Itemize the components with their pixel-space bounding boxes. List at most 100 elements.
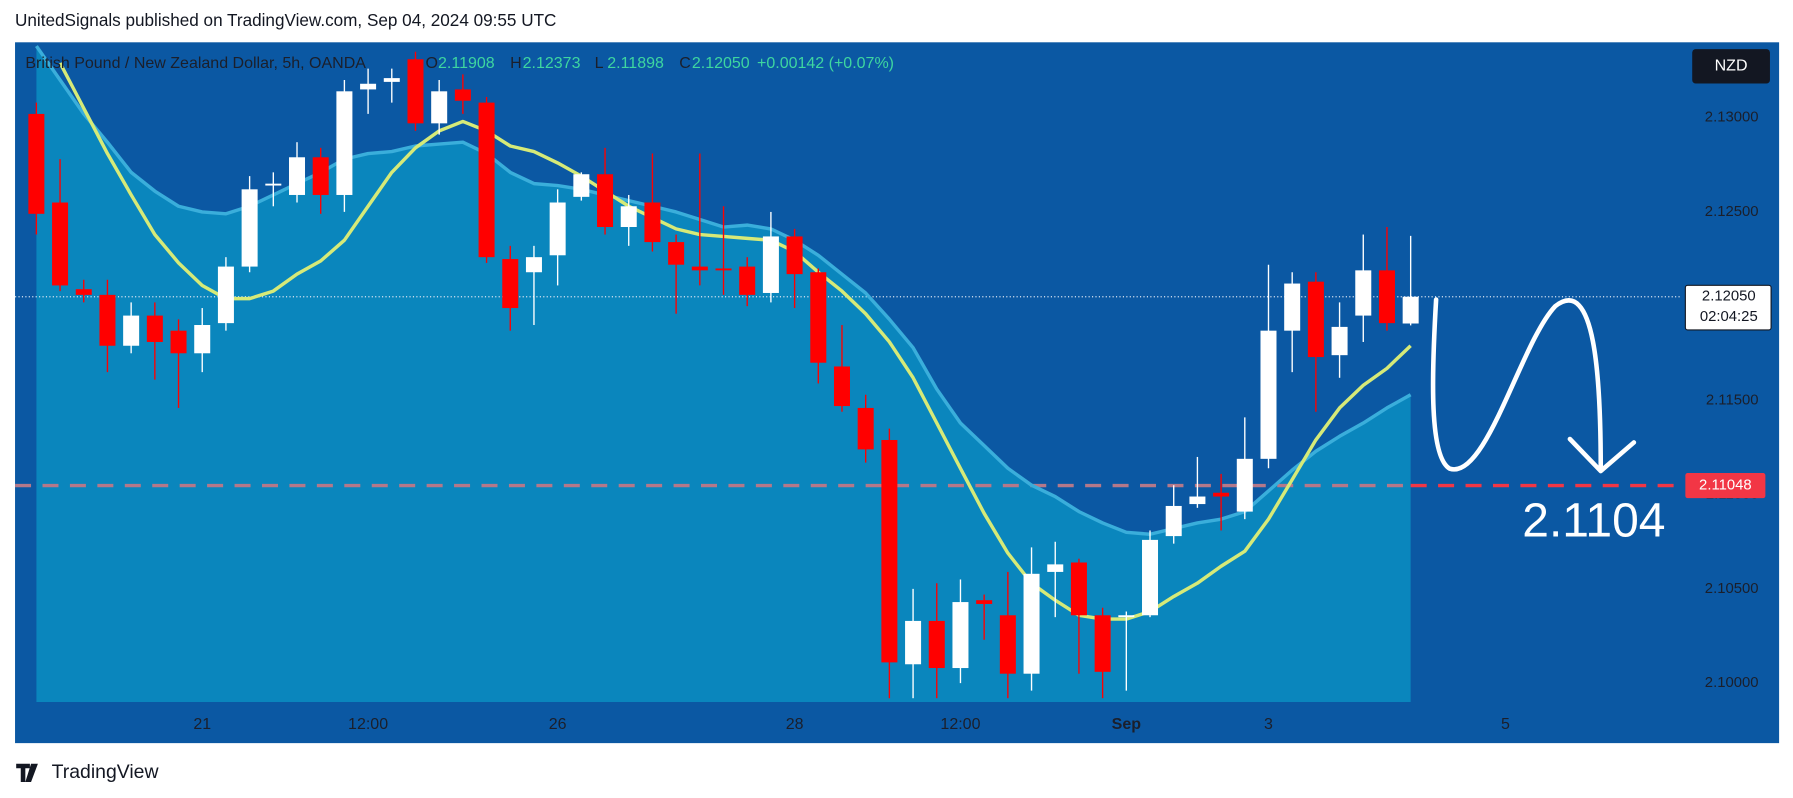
candle-body: [146, 315, 163, 342]
candle-body: [241, 189, 258, 267]
change: +0.00142 (+0.07%): [757, 55, 894, 72]
candle-body: [905, 620, 922, 665]
candle-body: [573, 174, 590, 197]
candle-body: [454, 89, 471, 101]
candle-body: [312, 157, 329, 195]
candle-body: [1260, 330, 1277, 459]
candle-body: [999, 615, 1016, 674]
candle-body: [1142, 539, 1159, 616]
candle-body: [1355, 270, 1372, 316]
candle-body: [360, 83, 377, 90]
x-tick-label: 3: [1264, 716, 1273, 733]
y-tick-label: 2.13000: [1705, 110, 1759, 126]
x-tick-label: 12:00: [348, 716, 388, 733]
candle-body: [1118, 615, 1135, 618]
ohlc-value: 2.11908: [438, 55, 495, 72]
candle-body: [1165, 505, 1182, 537]
x-tick-label: 26: [549, 716, 567, 733]
candle-body: [194, 325, 211, 354]
candle-body: [170, 330, 187, 354]
candle-body: [336, 91, 353, 195]
candle-body: [881, 439, 898, 663]
candle-body: [525, 257, 542, 273]
y-tick-label: 2.10000: [1705, 675, 1759, 691]
arrow-head: [1567, 436, 1637, 474]
candle-body: [502, 259, 519, 309]
ohlc-key: O: [425, 55, 437, 72]
candle-body: [857, 407, 874, 450]
candle-body: [668, 242, 685, 265]
candle-body: [431, 91, 448, 124]
candle-body: [1378, 270, 1395, 324]
candle-body: [739, 266, 756, 295]
x-tick-label: 12:00: [940, 716, 980, 733]
currency-box: [1692, 49, 1770, 84]
candle-body: [715, 268, 732, 271]
x-tick-label: 5: [1501, 716, 1510, 733]
level-box: [1685, 473, 1766, 499]
brand: TradingView: [52, 761, 160, 783]
candle-body: [644, 202, 661, 243]
ohlc-value: 2.12373: [523, 55, 581, 72]
currency: NZD: [1715, 58, 1748, 75]
plot-area: [15, 45, 1681, 702]
candle-body: [691, 266, 708, 271]
candle-body: [28, 113, 45, 214]
ohlc-key: L: [595, 55, 604, 72]
candle-body: [1307, 281, 1324, 358]
candle-body: [289, 157, 306, 195]
candle-body: [478, 102, 495, 258]
candle-body: [833, 366, 850, 407]
candle-body: [549, 202, 566, 256]
candle-body: [1094, 615, 1111, 672]
candle-body: [786, 236, 803, 275]
band-area: [36, 46, 1411, 702]
candle-body: [1236, 458, 1253, 512]
x-tick-label: 21: [193, 716, 211, 733]
candle-body: [217, 266, 234, 324]
publisher-line: UnitedSignals published on TradingView.c…: [15, 10, 556, 30]
ohlc-key: C: [679, 55, 691, 72]
countdown: 02:04:25: [1700, 309, 1758, 325]
last-price-label: 2.12050: [1702, 289, 1756, 305]
last-price-box: [1684, 284, 1772, 331]
ohlc-value: 2.11898: [607, 55, 664, 72]
candle-body: [1402, 296, 1419, 324]
indicator-line: [58, 62, 1412, 621]
candle-body: [75, 289, 92, 295]
candle-body: [99, 294, 116, 346]
candle-body: [620, 206, 637, 228]
candle-body: [928, 620, 945, 669]
candle-body: [976, 600, 993, 604]
symbol-title: British Pound / New Zealand Dollar, 5h, …: [25, 55, 366, 72]
level-label: 2.11048: [1699, 478, 1752, 494]
candle-body: [1070, 562, 1087, 616]
annotation: 2.1104: [1522, 494, 1665, 547]
x-tick-label: 28: [786, 716, 804, 733]
candle-body: [407, 59, 424, 124]
ohlc-key: H: [510, 55, 522, 72]
candle-body: [597, 174, 614, 228]
candle-body: [1047, 564, 1064, 572]
y-tick-label: 2.10500: [1705, 581, 1759, 597]
y-tick-label: 2.11500: [1706, 392, 1759, 408]
candle-body: [265, 183, 282, 186]
overlay: 2.1104 NZD British Pound / New Zealand D…: [16, 49, 1772, 783]
candle-body: [1023, 573, 1040, 674]
x-tick-label: Sep: [1112, 716, 1142, 733]
brand-logo: [16, 763, 38, 782]
y-tick-label: 2.12500: [1705, 204, 1759, 220]
candle-body: [762, 236, 779, 293]
ohlc-value: 2.12050: [692, 55, 750, 72]
candle-body: [952, 602, 969, 669]
candle-body: [123, 315, 140, 346]
candle-body: [1284, 283, 1301, 331]
candle-body: [1189, 496, 1206, 505]
candle-body: [810, 272, 827, 363]
candle-body: [383, 78, 400, 82]
candle-body: [1213, 492, 1230, 497]
candle-body: [52, 202, 69, 286]
hand-drawn-arrow: [1430, 297, 1604, 472]
